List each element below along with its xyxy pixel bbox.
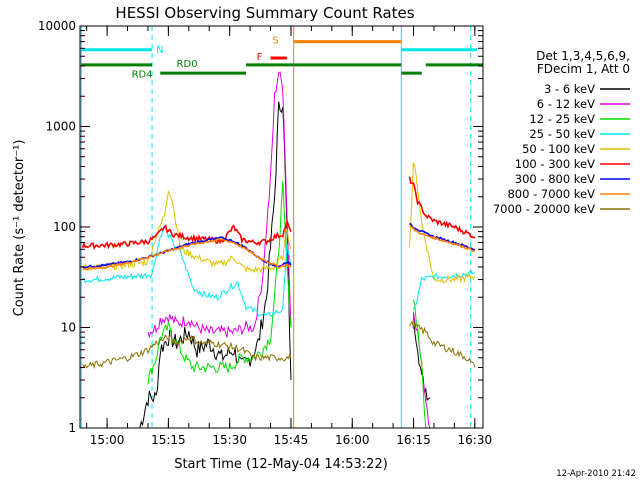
series-line-0-1 xyxy=(413,313,431,402)
axes: 1 10 100 1000 10000 15:00 15:15 15:30 15:45 16:00… xyxy=(38,19,492,447)
series-line-7-1 xyxy=(409,224,476,253)
y-tick-label-1: 10 xyxy=(61,321,76,335)
state-label-rd0: RD0 xyxy=(177,59,198,70)
series-line-5-0 xyxy=(81,218,292,250)
x-axis-label: Start Time (12-May-04 14:53:22) xyxy=(174,457,388,472)
legend-label-8: 7000 - 20000 keV xyxy=(493,202,595,216)
legend-label-4: 50 - 100 keV xyxy=(522,142,595,156)
series-line-7-0 xyxy=(82,238,292,271)
series-line-8-1 xyxy=(409,320,476,368)
legend-label-7: 800 - 7000 keV xyxy=(507,187,595,201)
series-50-100kev xyxy=(82,162,476,284)
y-tick-label-2: 100 xyxy=(53,220,76,234)
state-label-f: F xyxy=(257,52,263,63)
legend-label-0: 3 - 6 keV xyxy=(544,82,595,96)
state-label-s: S xyxy=(272,35,278,46)
x-tick-label-2: 15:30 xyxy=(212,433,247,447)
x-tick-label-4: 16:00 xyxy=(335,433,370,447)
state-label-rd4: RD4 xyxy=(132,69,153,80)
series-line-2-1 xyxy=(413,299,427,429)
series-line-4-0 xyxy=(82,189,292,274)
series-line-5-1 xyxy=(408,176,476,239)
y-axis-label: Count Rate (s⁻¹ detector⁻¹) xyxy=(12,140,27,317)
legend-title-1: FDecim 1, Att 0 xyxy=(537,62,630,76)
series-7000-20000kev xyxy=(82,320,476,370)
series-line-8-0 xyxy=(82,334,292,370)
x-tick-label-1: 15:15 xyxy=(151,433,186,447)
series-line-2-0 xyxy=(147,180,292,385)
legend-label-1: 6 - 12 keV xyxy=(537,97,595,111)
x-tick-label-6: 16:30 xyxy=(458,433,493,447)
series-line-4-1 xyxy=(409,162,476,284)
legend-title-0: Det 1,3,4,5,6,9, xyxy=(536,49,630,63)
x-tick-label-5: 16:15 xyxy=(396,433,431,447)
legend-label-6: 300 - 800 keV xyxy=(515,172,595,186)
x-tick-label-0: 15:00 xyxy=(90,433,125,447)
x-tick-label-3: 15:45 xyxy=(274,433,309,447)
plot-area: N SF RD0 RD4 xyxy=(80,26,483,429)
legend-label-2: 12 - 25 keV xyxy=(529,112,595,126)
series-line-0-0 xyxy=(139,101,292,429)
legend-label-3: 25 - 50 keV xyxy=(529,127,595,141)
chart-title: HESSI Observing Summary Count Rates xyxy=(115,4,414,22)
series-800-7000kev xyxy=(82,224,476,271)
series-line-3-1 xyxy=(413,269,475,311)
state-label-n: N xyxy=(156,45,163,56)
series-line-6-1 xyxy=(409,222,476,251)
series-line-1-0 xyxy=(147,71,292,339)
y-tick-label-3: 1000 xyxy=(45,120,76,134)
series-100-300kev xyxy=(81,176,476,250)
legend: Det 1,3,4,5,6,9,FDecim 1, Att 0 3 - 6 keV… xyxy=(493,49,630,216)
series-3-6kev xyxy=(139,101,431,429)
y-tick-label-4: 10000 xyxy=(38,19,76,33)
series-line-3-0 xyxy=(82,226,292,317)
series-25-50kev xyxy=(82,226,475,317)
legend-label-5: 100 - 300 keV xyxy=(515,157,595,171)
y-tick-label-0: 1 xyxy=(68,421,76,435)
timestamp: 12-Apr-2010 21:42 xyxy=(556,469,636,479)
